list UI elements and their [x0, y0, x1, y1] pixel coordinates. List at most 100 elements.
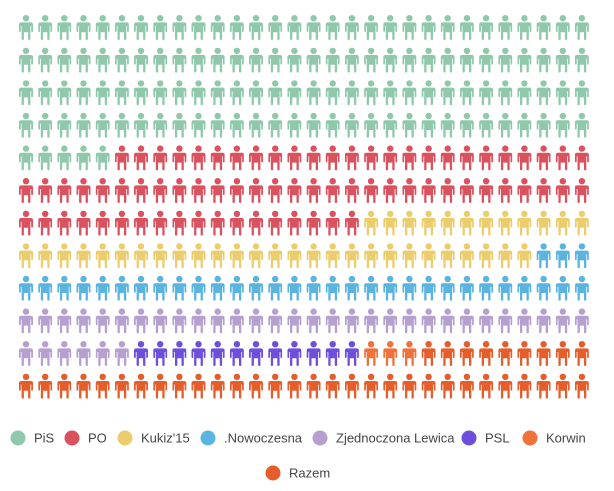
person-icon: [421, 341, 436, 366]
person-icon: [57, 80, 72, 106]
person-icon: [498, 80, 513, 106]
person-icon: [325, 15, 340, 40]
legend-label: PO: [88, 431, 107, 446]
legend-item[interactable]: Kukiz'15: [117, 430, 190, 446]
person-icon: [134, 341, 148, 366]
person-icon: [459, 275, 474, 301]
person-icon: [498, 373, 513, 399]
person-icon: [344, 341, 359, 366]
person-icon: [459, 308, 474, 334]
person-icon: [555, 112, 570, 138]
person-icon: [517, 15, 532, 40]
person-icon: [19, 112, 33, 138]
person-icon: [172, 341, 187, 366]
person-icon: [210, 373, 225, 399]
person-icon: [172, 15, 187, 40]
person-icon: [364, 308, 379, 334]
legend-swatch: [117, 430, 133, 446]
legend-label: Razem: [289, 466, 330, 481]
person-icon: [268, 308, 283, 334]
person-icon: [306, 210, 321, 236]
person-icon: [440, 178, 455, 203]
person-icon: [402, 178, 417, 203]
person-icon: [134, 112, 148, 138]
person-icon: [364, 243, 379, 269]
person-icon: [249, 15, 263, 40]
person-icon: [574, 341, 589, 366]
person-icon: [421, 145, 436, 171]
person-icon: [517, 145, 532, 171]
person-icon: [153, 210, 168, 236]
person-icon: [57, 47, 72, 73]
person-icon: [574, 210, 589, 236]
person-icon: [191, 15, 206, 40]
person-icon: [574, 47, 589, 73]
person-icon: [95, 308, 110, 334]
person-icon: [325, 80, 340, 106]
person-icon: [76, 243, 91, 269]
person-icon: [421, 80, 436, 106]
person-icon: [249, 47, 263, 73]
legend-item[interactable]: PSL: [461, 430, 510, 446]
person-icon: [536, 15, 551, 40]
legend-item[interactable]: Korwin: [522, 430, 586, 446]
legend-swatch: [312, 430, 328, 446]
person-icon: [191, 243, 206, 269]
legend-item[interactable]: PiS: [10, 430, 55, 446]
person-icon: [210, 80, 225, 106]
legend-item[interactable]: PO: [64, 430, 107, 446]
person-icon: [287, 178, 302, 203]
person-icon: [459, 15, 474, 40]
person-icon: [536, 210, 551, 236]
person-icon: [498, 308, 513, 334]
legend-item[interactable]: Razem: [265, 465, 331, 481]
person-icon: [459, 80, 474, 106]
person-icon: [517, 80, 532, 106]
person-icon: [114, 275, 129, 301]
person-icon: [95, 80, 110, 106]
person-icon: [191, 145, 206, 171]
legend: PiS PO Kukiz'15 .Nowoczesna Zjednoczona Lewi…: [10, 430, 586, 481]
person-icon: [114, 308, 129, 334]
person-icon: [134, 243, 148, 269]
person-icon: [249, 178, 263, 203]
person-icon: [114, 47, 129, 73]
person-icon: [383, 178, 398, 203]
person-icon: [440, 308, 455, 334]
person-icon: [191, 112, 206, 138]
person-icon: [153, 275, 168, 301]
person-icon: [153, 341, 168, 366]
person-icon: [364, 112, 379, 138]
person-icon: [134, 373, 148, 399]
person-icon: [95, 243, 110, 269]
person-icon: [172, 308, 187, 334]
person-icon: [402, 308, 417, 334]
person-icon: [287, 15, 302, 40]
person-icon: [459, 341, 474, 366]
person-icon: [114, 341, 129, 366]
person-icon: [479, 178, 494, 203]
person-icon: [95, 373, 110, 399]
person-icon: [383, 373, 398, 399]
person-icon: [344, 210, 359, 236]
person-icon: [479, 308, 494, 334]
person-icon: [38, 243, 53, 269]
person-icon: [57, 341, 72, 366]
person-icon: [114, 178, 129, 203]
person-icon: [555, 210, 570, 236]
person-icon: [555, 15, 570, 40]
person-icon: [517, 243, 532, 269]
legend-swatch: [200, 430, 216, 446]
legend-item[interactable]: .Nowoczesna: [200, 430, 303, 446]
legend-item[interactable]: Zjednoczona Lewica: [312, 430, 456, 446]
person-icon: [383, 47, 398, 73]
person-icon: [76, 341, 91, 366]
person-icon: [421, 178, 436, 203]
person-icon: [344, 308, 359, 334]
person-icon: [114, 145, 129, 171]
person-icon: [268, 341, 283, 366]
person-icon: [191, 80, 206, 106]
person-icon: [555, 145, 570, 171]
person-icon: [210, 341, 225, 366]
legend-label: Zjednoczona Lewica: [336, 431, 455, 446]
